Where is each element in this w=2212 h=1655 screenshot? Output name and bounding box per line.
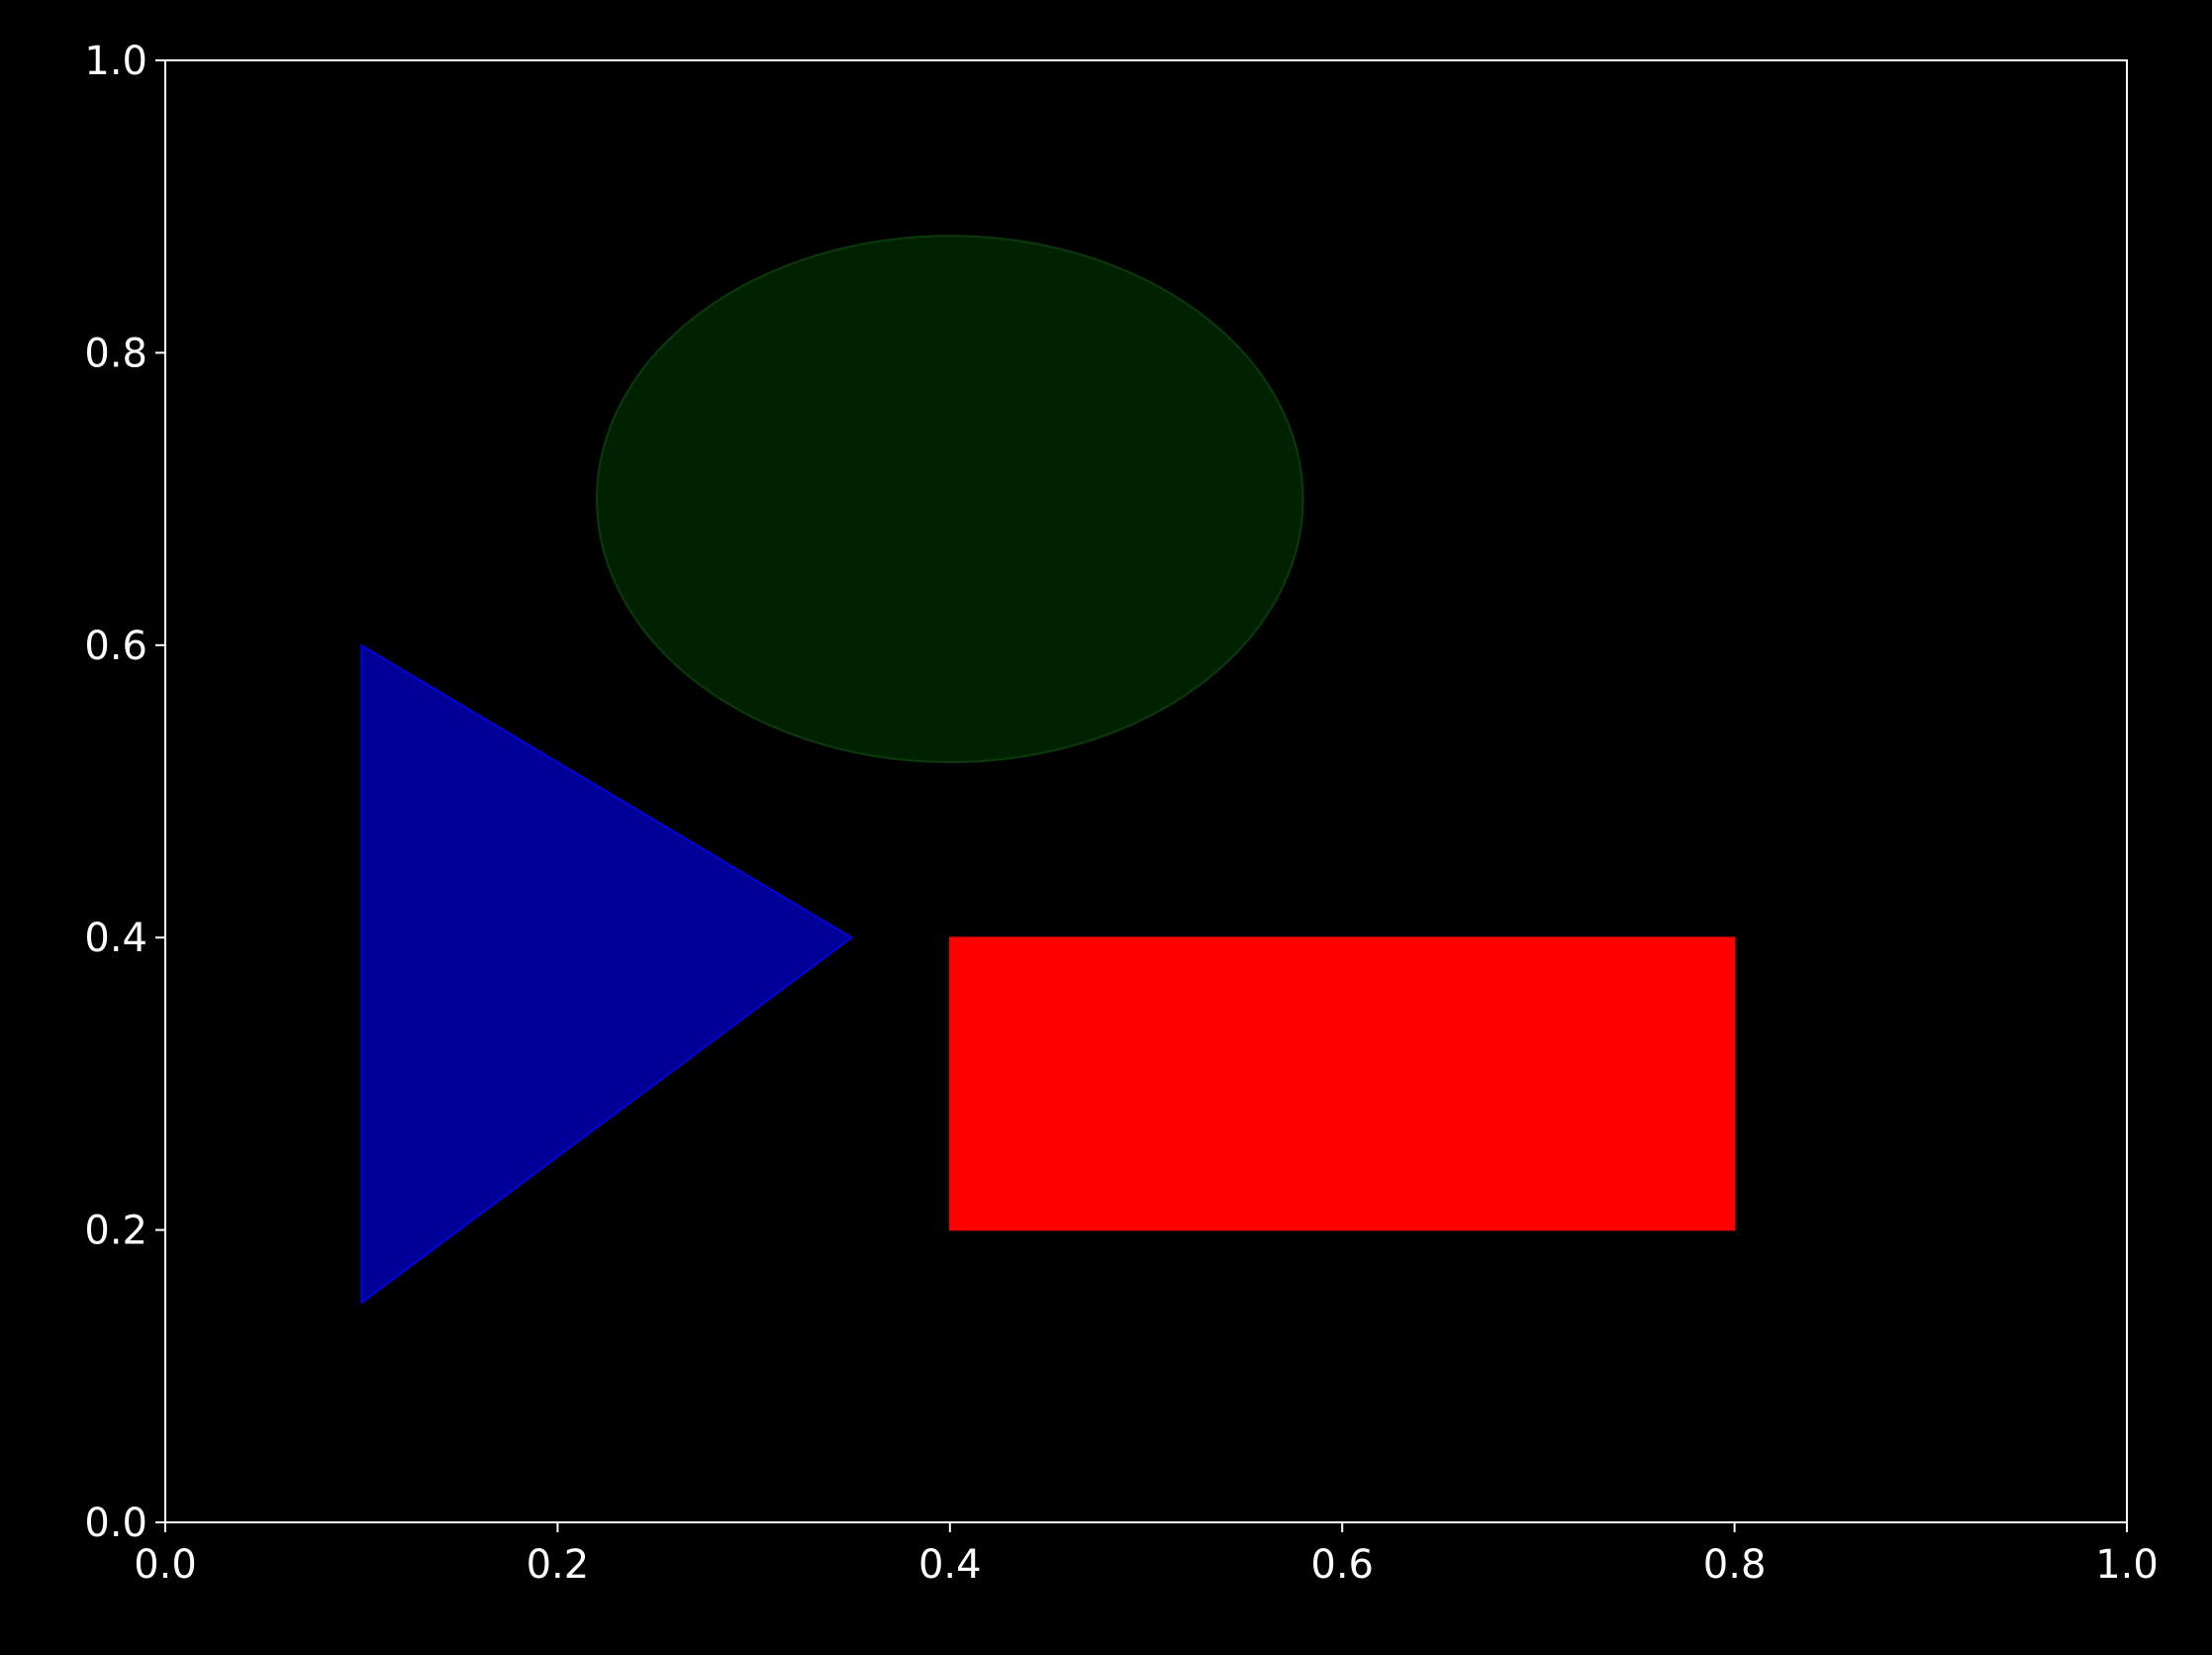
y-tick-label: 0.0 <box>84 1501 147 1546</box>
x-tick-label: 0.8 <box>1703 1542 1767 1588</box>
y-tick-label: 0.8 <box>84 331 147 376</box>
y-tick-label: 1.0 <box>84 39 147 84</box>
axes-frame <box>164 59 2128 1523</box>
x-tick-label: 0.2 <box>527 1542 590 1588</box>
x-tick-label: 0.4 <box>918 1542 982 1588</box>
y-tick-label: 0.6 <box>84 624 147 669</box>
y-tick-label: 0.2 <box>84 1209 147 1254</box>
x-tick-label: 1.0 <box>2095 1542 2159 1588</box>
y-tick-label: 0.4 <box>84 916 147 961</box>
triangle <box>360 643 854 1305</box>
rectangle <box>949 936 1736 1231</box>
x-tick-label: 0.0 <box>134 1542 197 1588</box>
x-tick-label: 0.6 <box>1310 1542 1374 1588</box>
ellipse <box>596 235 1304 763</box>
